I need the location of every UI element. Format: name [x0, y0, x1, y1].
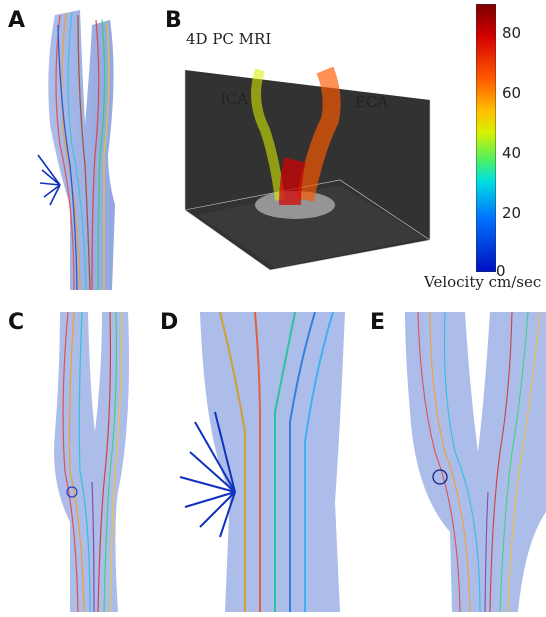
panel-label-d: D — [160, 310, 179, 335]
colorbar-tick-40: 40 — [502, 144, 522, 162]
colorbar-tick-20: 20 — [502, 204, 522, 222]
panel-e-streamline-image — [405, 312, 546, 612]
panel-b-title: 4D PC MRI — [186, 30, 272, 48]
panel-label-a: A — [8, 8, 26, 33]
panel-b-eca-label: ECA — [355, 93, 389, 111]
panel-b-volume-render — [184, 66, 431, 271]
colorbar-tick-60: 60 — [502, 84, 522, 102]
panel-a-streamline-image — [37, 10, 115, 290]
panel-label-e: E — [370, 310, 386, 335]
panel-d-vector-image — [179, 312, 345, 612]
colorbar-label: Velocity cm/sec — [424, 273, 542, 291]
panel-c-streamline-image — [54, 312, 129, 612]
colorbar-tick-80: 80 — [502, 24, 522, 42]
colorbar-tick-0: 0 — [496, 262, 506, 280]
panel-label-b: B — [165, 8, 182, 33]
velocity-colorbar — [476, 4, 496, 272]
panel-label-c: C — [8, 310, 25, 335]
panel-b-ica-label: ICA — [220, 90, 249, 108]
